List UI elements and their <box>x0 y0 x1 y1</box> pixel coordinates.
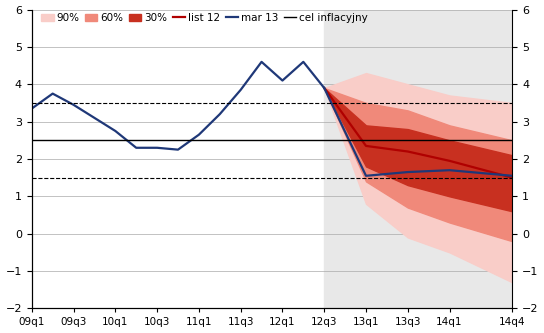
Bar <box>324 10 512 308</box>
Legend: 90%, 60%, 30%, list 12, mar 13, cel inflacyjny: 90%, 60%, 30%, list 12, mar 13, cel infl… <box>37 9 372 27</box>
